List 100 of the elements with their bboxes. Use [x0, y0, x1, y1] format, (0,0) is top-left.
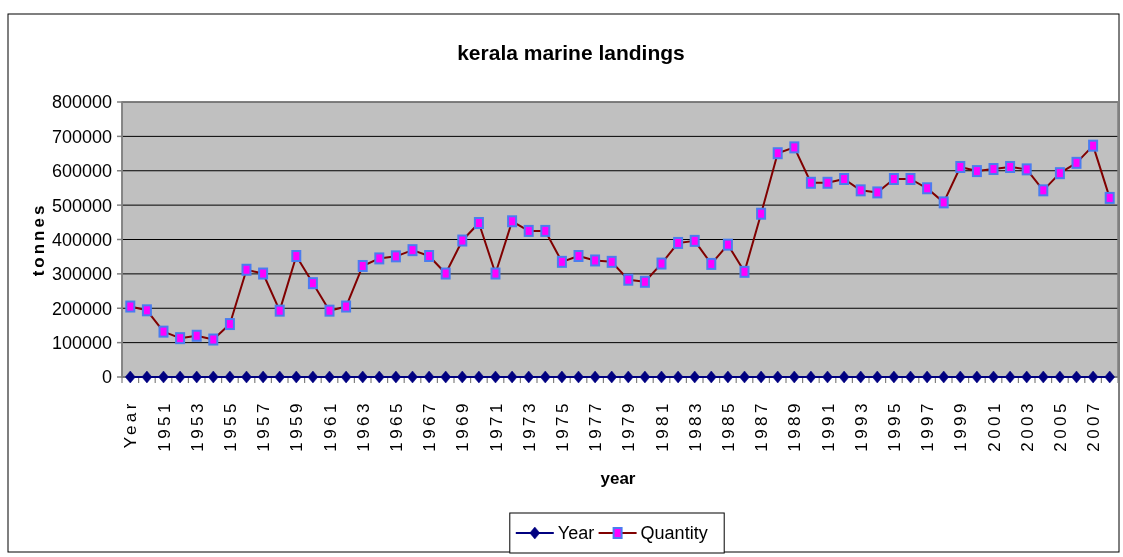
point	[905, 370, 916, 384]
point	[623, 370, 634, 384]
point	[1087, 370, 1099, 384]
point	[208, 370, 219, 384]
point	[490, 370, 501, 384]
point	[805, 370, 817, 384]
point	[340, 370, 352, 384]
point	[291, 370, 302, 384]
x-tick-label: 1983	[685, 400, 705, 452]
point	[755, 370, 767, 384]
y-tick-label: 100000	[51, 333, 112, 354]
point	[390, 370, 402, 384]
point	[224, 370, 236, 384]
x-tick-label: 1953	[187, 400, 207, 452]
point	[241, 370, 252, 384]
x-tick-label: 1959	[287, 400, 307, 452]
point	[540, 370, 551, 384]
y-tick-label: 400000	[51, 229, 112, 250]
point	[174, 370, 186, 384]
point	[838, 370, 850, 384]
y-tick-label: 800000	[51, 92, 112, 113]
point	[191, 370, 202, 384]
point	[158, 370, 169, 384]
x-tick-label: 1965	[386, 400, 406, 452]
point	[1054, 370, 1066, 384]
legend-label: Year	[557, 523, 595, 544]
x-tick-label: 1971	[486, 400, 506, 452]
y-tick-label: 500000	[51, 195, 112, 216]
x-axis-title: year	[600, 469, 636, 488]
point	[573, 370, 584, 384]
x-tick-label: 1991	[818, 400, 838, 452]
point	[971, 370, 983, 384]
point	[457, 370, 468, 384]
x-tick-label: 2001	[984, 400, 1004, 452]
x-tick-label: 1977	[586, 400, 606, 452]
point	[672, 370, 684, 384]
point	[689, 370, 700, 384]
x-tick-label: 2007	[1084, 400, 1104, 452]
point	[656, 370, 667, 384]
point	[523, 370, 534, 384]
x-tick-label: Year	[121, 400, 141, 449]
x-tick-label: 1955	[220, 400, 240, 452]
point	[1071, 370, 1082, 384]
point	[706, 370, 717, 384]
point	[1104, 370, 1115, 384]
x-tick-label: 1969	[453, 400, 473, 452]
y-tick-label: 700000	[51, 126, 112, 147]
x-tick-label: 1975	[552, 400, 572, 452]
point	[606, 370, 617, 384]
x-tick-label: 2005	[1050, 400, 1070, 452]
point	[855, 370, 866, 384]
y-axis-title: tonnes	[29, 202, 48, 277]
point	[589, 370, 601, 384]
x-tick-label: 1979	[619, 400, 639, 452]
point	[125, 370, 136, 384]
y-tick-label: 300000	[51, 264, 112, 285]
point	[423, 370, 435, 384]
x-tick-label: 2003	[1017, 400, 1037, 452]
point	[739, 370, 750, 384]
x-tick-label: 1951	[154, 400, 174, 452]
point	[955, 370, 966, 384]
point	[473, 370, 485, 384]
point	[921, 370, 933, 384]
point	[374, 370, 385, 384]
x-tick-label: 1961	[320, 400, 340, 452]
point	[822, 370, 833, 384]
x-tick-label: 1989	[785, 400, 805, 452]
point	[141, 370, 153, 384]
y-tick-label: 600000	[51, 161, 112, 182]
point	[722, 370, 734, 384]
x-tick-label: 1995	[884, 400, 904, 452]
point	[440, 370, 451, 384]
x-tick-label: 1973	[519, 400, 539, 452]
point	[407, 370, 418, 384]
point	[357, 370, 368, 384]
y-tick-label: 200000	[51, 298, 112, 319]
point	[257, 370, 269, 384]
point	[556, 370, 568, 384]
point	[789, 370, 800, 384]
point	[1021, 370, 1032, 384]
x-tick-label: 1957	[254, 400, 274, 452]
legend-label: Quantity	[640, 523, 708, 544]
x-tick-label: 1963	[353, 400, 373, 452]
x-tick-label: 1997	[918, 400, 938, 452]
y-tick-label: 0	[101, 367, 112, 388]
x-tick-label: 1981	[652, 400, 672, 452]
x-tick-label: 1967	[420, 400, 440, 452]
x-tick-label: 1985	[718, 400, 738, 452]
point	[1004, 370, 1016, 384]
point	[307, 370, 319, 384]
point	[888, 370, 900, 384]
point	[938, 370, 949, 384]
point	[772, 370, 783, 384]
point	[506, 370, 518, 384]
point	[639, 370, 651, 384]
point	[988, 370, 999, 384]
point	[274, 370, 285, 384]
point	[872, 370, 883, 384]
x-tick-label: 1993	[851, 400, 871, 452]
chart-title: kerala marine landings	[457, 41, 685, 64]
